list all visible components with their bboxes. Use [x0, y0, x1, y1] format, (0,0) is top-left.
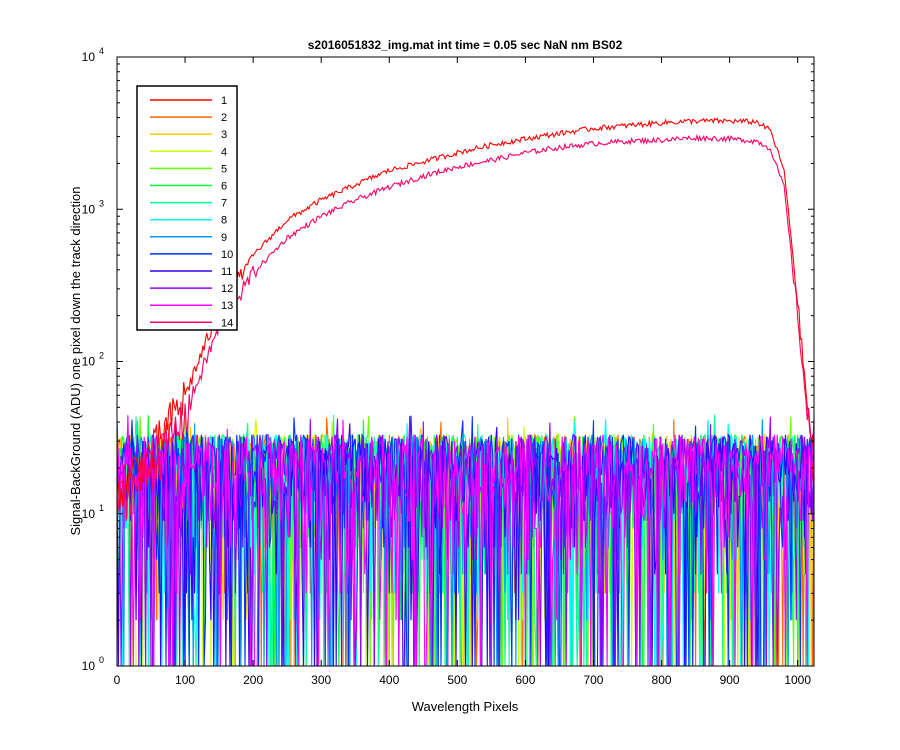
- x-tick-label: 300: [311, 673, 331, 687]
- legend-label-13: 13: [221, 300, 233, 312]
- legend-label-3: 3: [221, 129, 227, 141]
- x-tick-label: 500: [447, 673, 467, 687]
- series-line-13: [116, 415, 815, 667]
- x-tick-label: 600: [515, 673, 535, 687]
- y-tick-label: 10: [82, 659, 96, 673]
- x-tick-label: 900: [720, 673, 740, 687]
- legend-label-12: 12: [221, 283, 233, 295]
- series-line-10: [116, 415, 815, 667]
- x-axis: 0 100 200 300 400 500 600 700 800 900 1000: [114, 57, 811, 687]
- legend-label-14: 14: [221, 317, 233, 329]
- y-tick-label: 10: [82, 507, 96, 521]
- x-tick-label: 0: [114, 673, 121, 687]
- x-tick-label: 1000: [784, 673, 811, 687]
- y-tick-label-exponent: 4: [99, 46, 104, 56]
- series-line-12: [116, 416, 815, 667]
- y-tick-label-exponent: 3: [99, 198, 104, 208]
- chart-title: s2016051832_img.mat int time = 0.05 sec …: [308, 38, 623, 52]
- x-tick-label: 200: [243, 673, 263, 687]
- y-tick-label-exponent: 1: [99, 503, 104, 513]
- legend-label-6: 6: [221, 181, 227, 193]
- y-tick-label-exponent: 2: [99, 351, 104, 361]
- legend-label-2: 2: [221, 112, 227, 124]
- y-tick-label: 10: [82, 355, 96, 369]
- x-tick-label: 100: [175, 673, 195, 687]
- y-tick-label: 10: [82, 202, 96, 216]
- x-tick-label: 800: [652, 673, 672, 687]
- legend-label-1: 1: [221, 95, 227, 107]
- y-tick-label: 10: [82, 50, 96, 64]
- legend-label-7: 7: [221, 198, 227, 210]
- legend-label-4: 4: [221, 146, 227, 158]
- y-tick-label-exponent: 0: [99, 655, 104, 665]
- x-tick-label: 400: [379, 673, 399, 687]
- legend-label-9: 9: [221, 232, 227, 244]
- x-axis-title: Wavelength Pixels: [412, 699, 519, 714]
- legend-label-5: 5: [221, 163, 227, 175]
- legend-label-11: 11: [221, 266, 232, 278]
- legend-label-8: 8: [221, 215, 227, 227]
- legend-box: [136, 85, 238, 331]
- x-tick-label: 700: [583, 673, 603, 687]
- legend-label-10: 10: [221, 249, 233, 261]
- y-axis-title: Signal-BackGround (ADU) one pixel down t…: [68, 186, 83, 535]
